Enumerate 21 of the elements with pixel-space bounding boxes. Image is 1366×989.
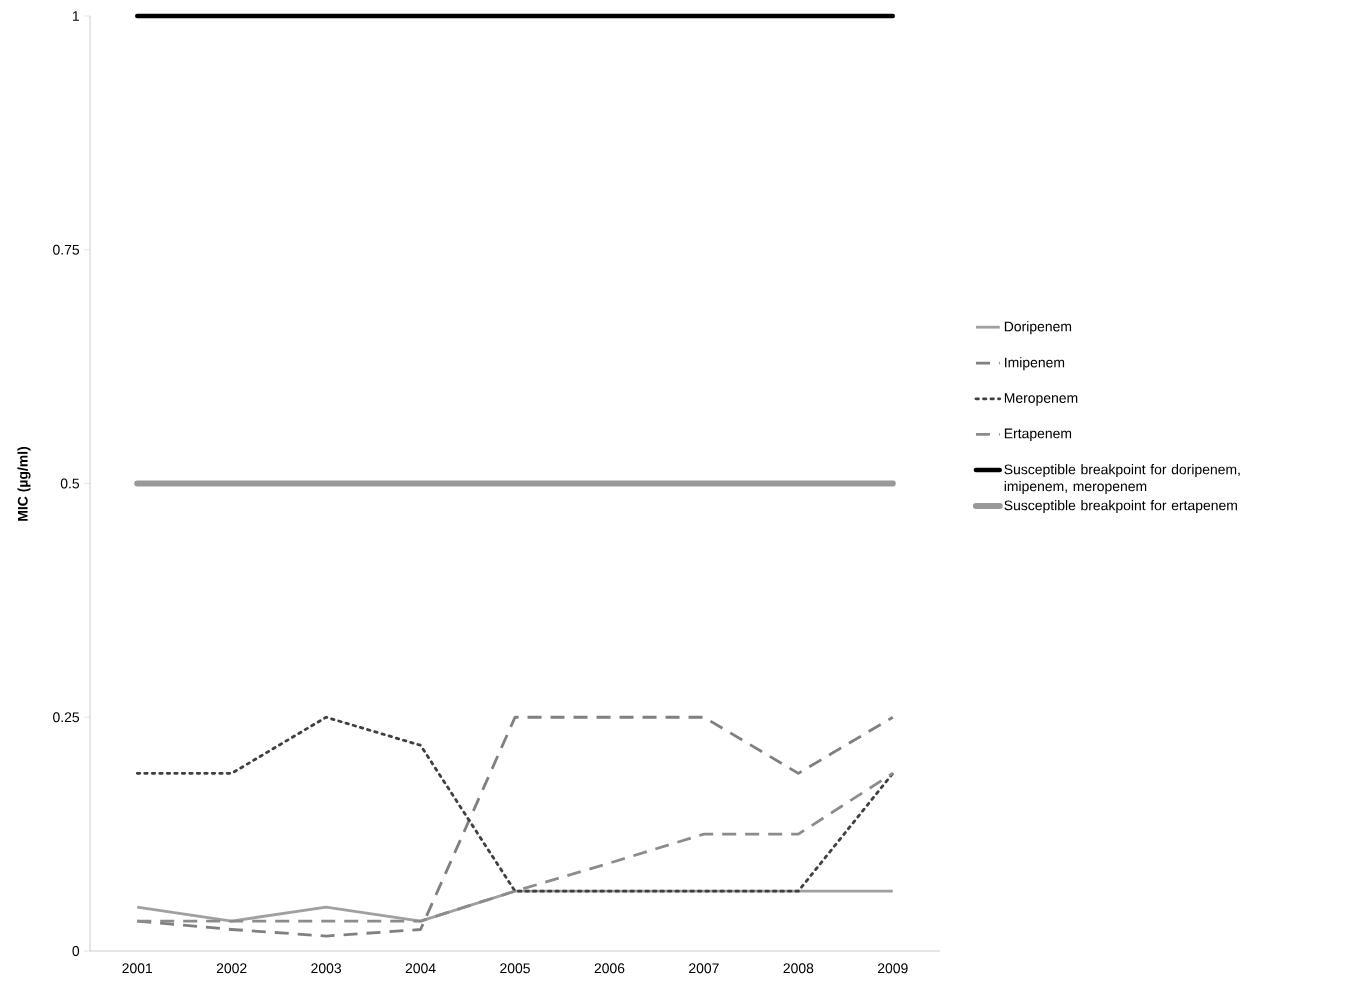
legend-label: Doripenem [1004, 321, 1072, 335]
legend-label: Imipenem [1005, 357, 1065, 371]
legend-label: Susceptible breakpoint for doripenem, imipenem, meropenem [1004, 464, 1240, 494]
x-tick-label: 2009 [877, 963, 908, 974]
x-tick-label: 2008 [783, 963, 814, 974]
x-tick-label: 2002 [216, 963, 247, 974]
x-tick-label: 2003 [311, 963, 341, 974]
legend-label: Ertapenem [1004, 428, 1072, 442]
x-tick-label: 2005 [500, 963, 530, 974]
y-tick-label: 0 [72, 946, 80, 956]
y-axis-title: MIC (µg/ml) [17, 446, 31, 521]
legend-label: Susceptible breakpoint for ertapenem [1004, 500, 1237, 514]
y-tick-label: 0.25 [53, 712, 80, 723]
y-tick-label: 0.5 [60, 478, 80, 489]
legend-label: Meropenem [1004, 393, 1078, 406]
x-tick-label: 2004 [405, 963, 436, 974]
x-tick-label: 2006 [594, 963, 625, 974]
y-tick-label: 0.75 [53, 244, 80, 255]
x-tick-label: 2001 [122, 963, 153, 974]
x-tick-label: 2007 [689, 963, 719, 974]
y-tick-label: 1 [72, 11, 79, 21]
